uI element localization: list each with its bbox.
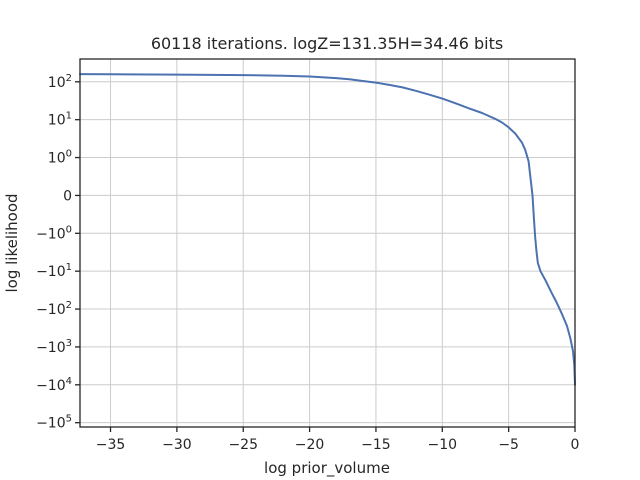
y-axis-label: log likelihood (3, 193, 21, 292)
y-tick-label: 101 (48, 111, 72, 129)
y-tick-label: 100 (48, 149, 72, 167)
x-tick-label: 0 (571, 437, 580, 453)
y-tick-label: −100 (36, 224, 72, 242)
y-tick-label: −105 (36, 414, 72, 432)
y-tick-label: 102 (48, 73, 72, 91)
y-tick-label: −102 (36, 300, 72, 318)
plot-frame (79, 58, 576, 428)
x-tick-label: −35 (96, 437, 126, 453)
y-tick-label: −101 (36, 262, 72, 280)
x-tick-label: −10 (428, 437, 458, 453)
x-tick-label: −5 (498, 437, 519, 453)
x-axis-label: log prior_volume (264, 459, 390, 478)
grid-layer (80, 59, 576, 427)
series-line (79, 73, 576, 386)
x-tick-label: −30 (162, 437, 192, 453)
x-tick-label: −15 (361, 437, 391, 453)
y-tick-label: 0 (63, 188, 72, 204)
y-tick-label: −103 (36, 338, 72, 356)
y-tick-label: −104 (36, 376, 72, 394)
series-layer (79, 73, 576, 386)
x-tick-label: −20 (295, 437, 325, 453)
x-tick-label: −25 (228, 437, 258, 453)
chart-title: 60118 iterations. logZ=131.35H=34.46 bit… (151, 34, 503, 53)
axes-layer: −35 −30 −25 −20 −15 −10 −5 0 102 101 100 0 −100 −101 −… (36, 58, 580, 453)
